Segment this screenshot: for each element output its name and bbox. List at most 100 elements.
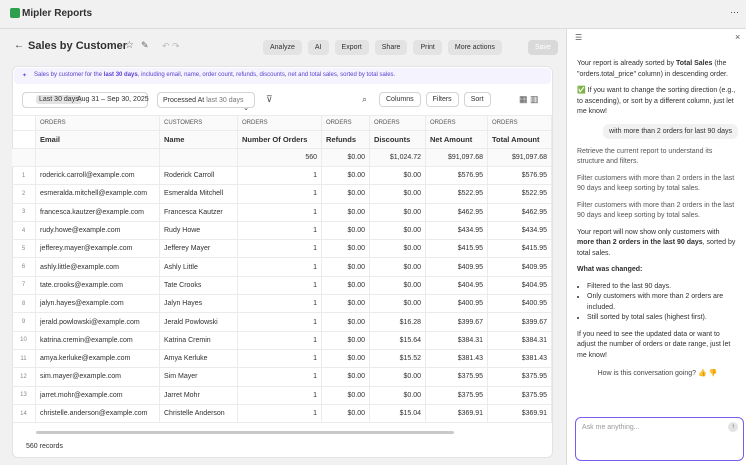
search[interactable]: ⌕ bbox=[362, 94, 368, 104]
column-header: Discounts bbox=[370, 131, 426, 149]
cell: Jarret Mohr bbox=[160, 386, 238, 405]
row-number: 8 bbox=[12, 295, 36, 314]
cell: $0.00 bbox=[322, 276, 370, 296]
cell: 1 bbox=[238, 276, 322, 296]
row-number: 7 bbox=[12, 276, 36, 296]
cell: $522.95 bbox=[488, 185, 552, 204]
cell: $0.00 bbox=[322, 331, 370, 350]
corner bbox=[12, 131, 36, 149]
cell: Tate Crooks bbox=[160, 276, 238, 296]
edit[interactable]: ✎ bbox=[141, 40, 149, 50]
chat-input[interactable]: Ask me anything... ↑ bbox=[575, 417, 744, 461]
text: Sales by customer for the bbox=[34, 72, 104, 78]
user-message: with more than 2 orders for last 90 days bbox=[603, 123, 738, 139]
cell: roderick.carroll@example.com bbox=[36, 167, 160, 186]
paragraph: Your report is already sorted by Total S… bbox=[577, 59, 738, 80]
cell: christelle.anderson@example.com bbox=[36, 404, 160, 424]
group-header: ORDERS bbox=[322, 116, 370, 131]
cell: $522.95 bbox=[426, 185, 488, 204]
row-number: 3 bbox=[12, 203, 36, 222]
row-number: 2 bbox=[12, 185, 36, 204]
row-number: 11 bbox=[12, 350, 36, 369]
cell: rudy.howe@example.com bbox=[36, 221, 160, 241]
cell: Katrina Cremin bbox=[160, 331, 238, 350]
view-toggle[interactable]: ▦ ▥ bbox=[519, 94, 539, 104]
cell: Roderick Carroll bbox=[160, 167, 238, 186]
field-value: last 30 days bbox=[206, 97, 244, 104]
row-number: 14 bbox=[12, 404, 36, 424]
cell: $415.95 bbox=[488, 240, 552, 259]
group-header: ORDERS bbox=[238, 116, 322, 131]
cell: $0.00 bbox=[322, 258, 370, 277]
menu[interactable]: ··· bbox=[730, 7, 739, 17]
cell: $16.28 bbox=[370, 313, 426, 332]
cell: $400.95 bbox=[426, 295, 488, 314]
user-row: with more than 2 orders for last 90 days bbox=[577, 123, 738, 139]
undo[interactable]: ↶ ↷ bbox=[162, 41, 180, 51]
logo bbox=[10, 8, 20, 18]
close[interactable]: × bbox=[735, 32, 741, 42]
cell: 1 bbox=[238, 404, 322, 424]
group-header: ORDERS bbox=[426, 116, 488, 131]
filter-button[interactable]: Filters bbox=[425, 92, 459, 107]
date-picker[interactable] bbox=[22, 92, 148, 108]
placeholder: Ask me anything... bbox=[582, 424, 640, 431]
date-field[interactable]: Processed At last 30 days ⌄ bbox=[157, 92, 255, 112]
cell: $576.95 bbox=[488, 167, 552, 186]
change: Still sorted by total sales (highest fir… bbox=[587, 313, 738, 324]
cell: $0.00 bbox=[370, 240, 426, 259]
toolbar-button[interactable]: AI bbox=[307, 40, 329, 55]
cell: $381.43 bbox=[426, 350, 488, 369]
cell: $15.04 bbox=[370, 404, 426, 424]
toolbar-button[interactable]: Share bbox=[374, 40, 408, 55]
row-number: 6 bbox=[12, 258, 36, 277]
paragraph: ✅ If you want to change the sorting dire… bbox=[577, 86, 738, 118]
emphasis: last 30 days bbox=[103, 72, 138, 78]
cell: katrina.cremin@example.com bbox=[36, 331, 160, 350]
period[interactable]: Last 30 days bbox=[36, 95, 82, 104]
cell: ashly.little@example.com bbox=[36, 258, 160, 277]
cell: $375.95 bbox=[426, 368, 488, 387]
feedback-row: How is this conversation going? 👍 👎 bbox=[597, 370, 718, 377]
filter-buttons: Columns Filters Sort bbox=[379, 92, 491, 107]
total: $91,097.68 bbox=[488, 149, 552, 167]
back[interactable]: ← bbox=[14, 40, 24, 51]
cell: jefferey.mayer@example.com bbox=[36, 240, 160, 259]
filter-button[interactable]: Sort bbox=[463, 92, 491, 107]
changes-heading: What was changed: bbox=[577, 266, 643, 273]
clear-filter[interactable]: ⊽ bbox=[266, 94, 273, 104]
cell: $0.00 bbox=[322, 404, 370, 424]
totals-empty bbox=[160, 149, 238, 167]
save-button[interactable]: Save bbox=[528, 40, 558, 55]
history[interactable]: ☰ bbox=[575, 33, 583, 42]
sparkle: ✦ bbox=[22, 73, 28, 79]
cell: $404.95 bbox=[488, 276, 552, 296]
cell: Ashly Little bbox=[160, 258, 238, 277]
cell: esmeralda.mitchell@example.com bbox=[36, 185, 160, 204]
toolbar-button[interactable]: Export bbox=[334, 40, 369, 55]
filter-button[interactable]: Columns bbox=[379, 92, 421, 107]
cell: tate.crooks@example.com bbox=[36, 276, 160, 296]
toolbar-button[interactable]: Print bbox=[413, 40, 442, 55]
change: Filtered to the last 90 days. bbox=[587, 282, 738, 293]
star[interactable]: ☆ bbox=[125, 40, 134, 51]
cell: $375.95 bbox=[488, 368, 552, 387]
toolbar-button[interactable]: More actions bbox=[447, 40, 502, 55]
cell: $15.64 bbox=[370, 331, 426, 350]
cell: $576.95 bbox=[426, 167, 488, 186]
cell: 1 bbox=[238, 368, 322, 387]
scrollbar bbox=[36, 431, 454, 434]
cell: 1 bbox=[238, 167, 322, 186]
cell: $384.31 bbox=[488, 331, 552, 350]
send[interactable]: ↑ bbox=[728, 422, 738, 432]
step: Filter customers with more than 2 orders… bbox=[577, 174, 735, 193]
cell: sim.mayer@example.com bbox=[36, 368, 160, 387]
text: , including email, name, order count, re… bbox=[137, 72, 396, 78]
toolbar-button[interactable]: Analyze bbox=[263, 40, 302, 55]
text: , sorted by total sales. bbox=[577, 239, 736, 257]
cell: $415.95 bbox=[426, 240, 488, 259]
cell: 1 bbox=[238, 295, 322, 314]
total: $91,097.68 bbox=[426, 149, 488, 167]
column-header: Name bbox=[160, 131, 238, 149]
